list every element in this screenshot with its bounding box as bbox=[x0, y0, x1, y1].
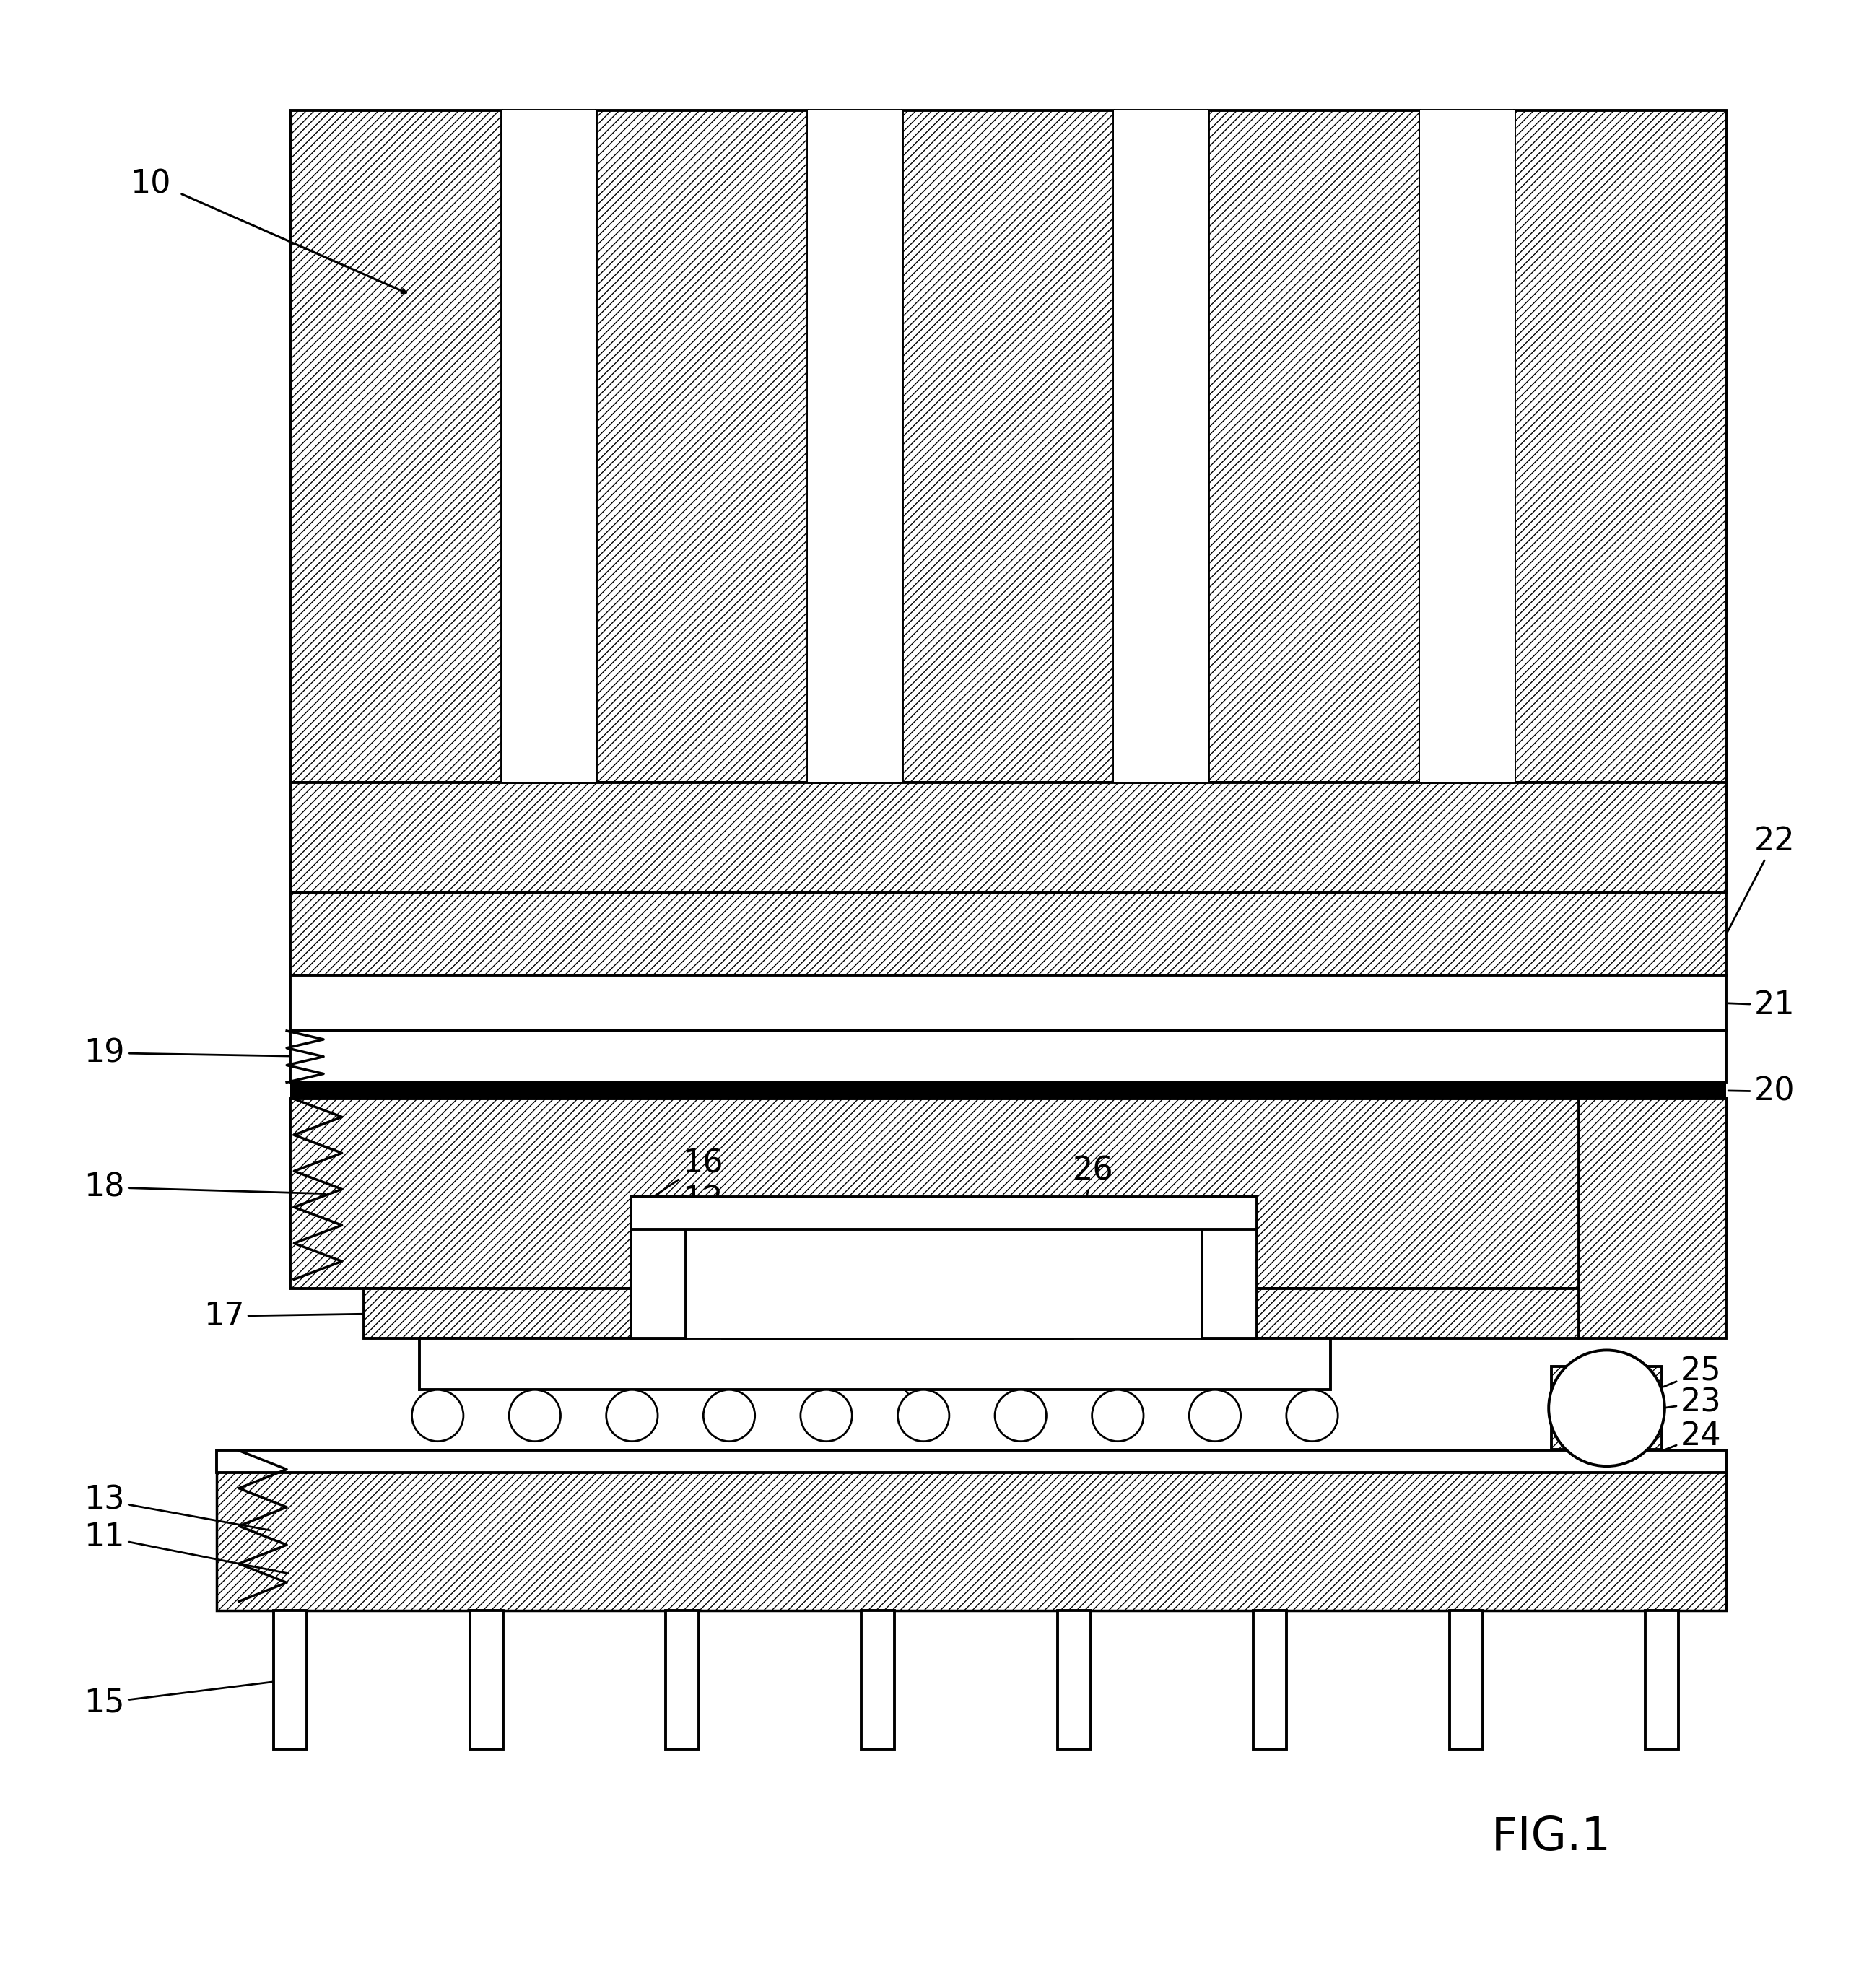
Text: 14: 14 bbox=[783, 1231, 922, 1413]
Circle shape bbox=[1286, 1390, 1338, 1441]
Text: 19: 19 bbox=[83, 1038, 317, 1068]
Text: 23: 23 bbox=[1664, 1388, 1721, 1417]
Bar bbox=[365, 1288, 1579, 1338]
Text: 11: 11 bbox=[83, 1521, 289, 1573]
Text: 22: 22 bbox=[1727, 825, 1795, 932]
Bar bbox=[1646, 1610, 1679, 1749]
Bar bbox=[291, 1081, 1727, 1099]
Text: 10: 10 bbox=[130, 169, 170, 199]
Circle shape bbox=[605, 1390, 657, 1441]
Circle shape bbox=[1188, 1390, 1240, 1441]
Bar bbox=[809, 111, 903, 783]
Bar bbox=[418, 1338, 1331, 1390]
Bar bbox=[291, 111, 502, 783]
Text: FIG.1: FIG.1 bbox=[1492, 1815, 1612, 1859]
Text: 12: 12 bbox=[683, 1185, 740, 1280]
Bar bbox=[1253, 1610, 1286, 1749]
Bar bbox=[903, 111, 1114, 783]
Bar bbox=[291, 976, 1727, 1032]
Bar bbox=[1114, 111, 1209, 783]
Bar bbox=[470, 1610, 503, 1749]
Bar bbox=[291, 1099, 1727, 1288]
Bar bbox=[861, 1610, 894, 1749]
Bar bbox=[217, 1451, 1727, 1610]
Bar bbox=[724, 1225, 1074, 1338]
Bar bbox=[687, 1231, 1201, 1338]
Bar bbox=[1579, 1099, 1727, 1338]
Text: 21: 21 bbox=[1729, 990, 1795, 1020]
Bar bbox=[291, 1032, 1727, 1081]
Bar bbox=[1057, 1610, 1090, 1749]
Bar bbox=[1514, 111, 1727, 783]
Bar bbox=[217, 1451, 1727, 1473]
Text: 24: 24 bbox=[1636, 1419, 1721, 1461]
Bar bbox=[502, 111, 596, 783]
Circle shape bbox=[898, 1390, 950, 1441]
Circle shape bbox=[800, 1390, 851, 1441]
Bar bbox=[596, 111, 809, 783]
Text: 18: 18 bbox=[83, 1171, 326, 1203]
Bar bbox=[1551, 1368, 1662, 1449]
Text: 16: 16 bbox=[642, 1147, 724, 1205]
Circle shape bbox=[1549, 1350, 1664, 1467]
Text: 15: 15 bbox=[83, 1680, 289, 1718]
Bar bbox=[1449, 1610, 1483, 1749]
Text: 26: 26 bbox=[1074, 1155, 1114, 1213]
Bar bbox=[1201, 1197, 1257, 1338]
Bar bbox=[1209, 111, 1420, 783]
Bar bbox=[291, 893, 1727, 976]
Bar bbox=[631, 1197, 1257, 1231]
Bar bbox=[666, 1610, 700, 1749]
Text: 20: 20 bbox=[1729, 1076, 1795, 1107]
Text: 13: 13 bbox=[83, 1485, 270, 1531]
Circle shape bbox=[1092, 1390, 1144, 1441]
Bar bbox=[274, 1610, 307, 1749]
Bar bbox=[1420, 111, 1514, 783]
Circle shape bbox=[413, 1390, 463, 1441]
Text: 17: 17 bbox=[204, 1300, 398, 1332]
Circle shape bbox=[994, 1390, 1046, 1441]
Text: 25: 25 bbox=[1664, 1356, 1721, 1388]
Bar bbox=[291, 783, 1727, 893]
Circle shape bbox=[703, 1390, 755, 1441]
Bar bbox=[631, 1197, 687, 1338]
Circle shape bbox=[509, 1390, 561, 1441]
